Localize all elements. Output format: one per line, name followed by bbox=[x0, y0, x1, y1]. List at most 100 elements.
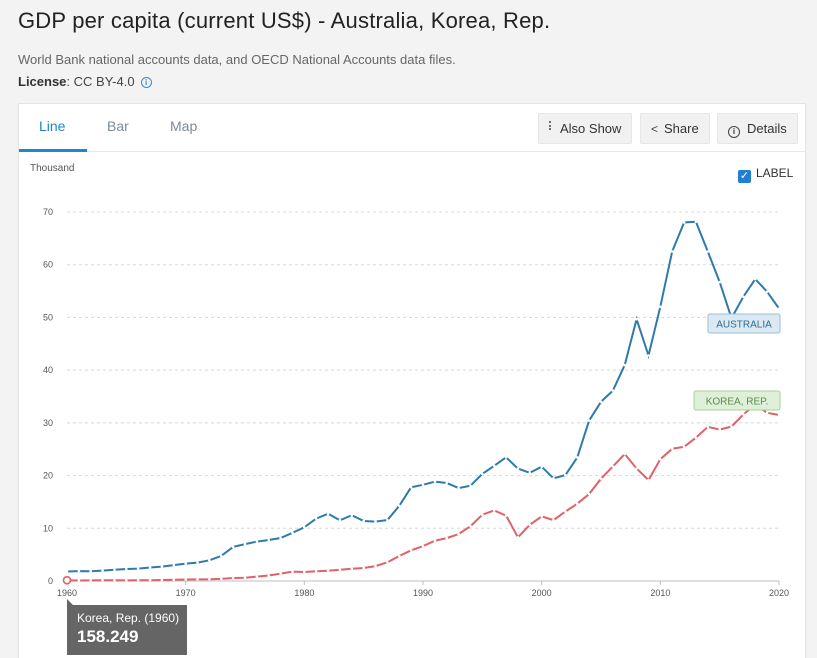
data-point bbox=[89, 579, 92, 582]
data-point bbox=[208, 578, 211, 581]
data-point bbox=[611, 465, 615, 468]
data-point bbox=[89, 569, 92, 573]
data-point bbox=[492, 464, 496, 468]
data-point bbox=[291, 531, 294, 535]
data-point bbox=[148, 578, 152, 582]
also-show-button[interactable]: Also Show bbox=[538, 113, 633, 144]
data-point bbox=[599, 477, 603, 481]
data-point bbox=[730, 425, 733, 428]
data-point bbox=[433, 480, 437, 483]
korea-tag-box bbox=[693, 390, 781, 411]
info-icon[interactable]: i bbox=[140, 77, 152, 88]
license-label: License bbox=[18, 74, 67, 89]
data-point bbox=[326, 512, 330, 515]
data-point bbox=[65, 570, 69, 573]
tooltip-value: 158.249 bbox=[77, 627, 139, 646]
data-point bbox=[350, 513, 354, 517]
data-point bbox=[706, 250, 710, 253]
details-info-icon: i bbox=[728, 126, 740, 138]
data-point bbox=[279, 572, 282, 575]
share-button[interactable]: < Share bbox=[640, 113, 710, 144]
data-point bbox=[552, 518, 555, 522]
data-point bbox=[303, 570, 306, 574]
data-point bbox=[718, 280, 721, 284]
data-point bbox=[647, 354, 650, 357]
data-point bbox=[421, 483, 425, 487]
data-point bbox=[635, 467, 638, 470]
korea-tag-label: KOREA, REP. bbox=[706, 397, 769, 408]
data-point bbox=[528, 523, 532, 527]
data-point bbox=[136, 579, 140, 582]
data-point bbox=[231, 545, 235, 549]
data-point bbox=[765, 290, 769, 293]
tooltip-arrow bbox=[67, 599, 73, 605]
data-point bbox=[433, 539, 437, 542]
data-point bbox=[552, 477, 555, 480]
data-point bbox=[504, 514, 508, 517]
data-point bbox=[754, 277, 757, 281]
australia-tag-box bbox=[707, 313, 781, 334]
data-point bbox=[481, 513, 484, 516]
data-point bbox=[267, 538, 270, 542]
license-line: License: CC BY-4.0 i bbox=[18, 74, 152, 89]
data-point bbox=[587, 419, 591, 422]
data-point bbox=[303, 526, 306, 529]
y-tick-label: 30 bbox=[43, 418, 53, 428]
data-point bbox=[398, 554, 401, 558]
also-show-label: Also Show bbox=[560, 121, 622, 136]
data-point bbox=[564, 510, 567, 513]
data-point bbox=[291, 570, 294, 573]
data-point bbox=[576, 456, 579, 459]
y-tick-label: 50 bbox=[43, 312, 53, 322]
y-tick-label: 0 bbox=[48, 576, 53, 586]
x-tick-label: 1960 bbox=[57, 588, 77, 598]
tab-map[interactable]: Map bbox=[170, 118, 198, 134]
data-point bbox=[160, 565, 164, 568]
data-point bbox=[148, 566, 152, 569]
data-point bbox=[243, 542, 247, 546]
data-point bbox=[125, 579, 128, 582]
data-point bbox=[326, 569, 330, 573]
data-point bbox=[136, 567, 140, 570]
data-point bbox=[445, 481, 449, 485]
vertical-dots-icon bbox=[549, 120, 552, 132]
y-axis-unit-label: Thousand bbox=[30, 163, 74, 174]
data-point bbox=[718, 428, 721, 431]
data-point bbox=[635, 317, 638, 321]
data-point bbox=[243, 576, 247, 579]
share-label: Share bbox=[664, 121, 699, 136]
data-point bbox=[647, 478, 650, 482]
data-point bbox=[765, 411, 769, 415]
data-point bbox=[516, 467, 520, 470]
data-point bbox=[77, 579, 81, 582]
data-point bbox=[599, 400, 603, 404]
x-tick-label: 1980 bbox=[294, 588, 314, 598]
hover-tooltip: Korea, Rep. (1960) 158.249 bbox=[67, 599, 187, 655]
data-point bbox=[374, 520, 377, 523]
data-point bbox=[682, 221, 686, 224]
data-point bbox=[504, 456, 508, 459]
data-point bbox=[125, 567, 128, 571]
data-point bbox=[694, 436, 698, 440]
tab-bar[interactable]: Bar bbox=[107, 118, 129, 134]
y-tick-label: 20 bbox=[43, 471, 53, 481]
data-point bbox=[101, 578, 104, 582]
data-point bbox=[659, 458, 662, 461]
data-point bbox=[184, 562, 187, 565]
label-toggle[interactable]: ✓ LABEL bbox=[738, 166, 793, 183]
data-point bbox=[208, 559, 211, 562]
share-icon: < bbox=[651, 122, 659, 136]
data-point bbox=[409, 549, 413, 552]
data-point bbox=[113, 579, 116, 582]
data-point bbox=[172, 563, 176, 567]
details-button[interactable]: i Details bbox=[717, 113, 798, 144]
data-point bbox=[338, 568, 342, 572]
label-checkbox[interactable]: ✓ bbox=[738, 170, 751, 183]
data-point bbox=[576, 502, 579, 506]
data-point bbox=[338, 519, 342, 522]
view-tabs: Line Bar Map Also Show < Share i Details bbox=[19, 104, 805, 152]
tab-line[interactable]: Line bbox=[39, 118, 66, 134]
data-point bbox=[457, 532, 460, 536]
highlighted-data-point bbox=[62, 575, 72, 585]
data-point bbox=[362, 566, 366, 570]
